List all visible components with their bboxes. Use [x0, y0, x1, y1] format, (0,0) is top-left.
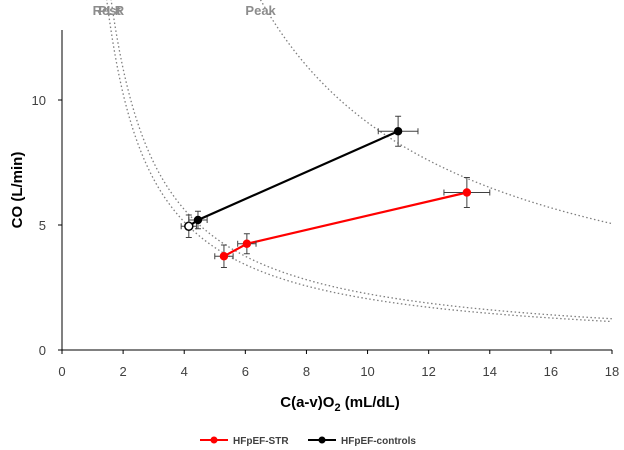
legend-swatch-marker — [210, 436, 218, 444]
isopleth-label: PLR — [98, 3, 125, 18]
data-point — [219, 252, 229, 261]
x-tick-label: 14 — [483, 364, 497, 379]
series-line — [188, 130, 399, 228]
y-tick-label: 0 — [39, 343, 46, 358]
x-tick-labels: 0 2 4 6 8 10 12 14 16 18 — [58, 350, 619, 379]
x-tick-label: 18 — [605, 364, 619, 379]
series-line — [223, 191, 468, 258]
legend-swatch-marker — [318, 436, 326, 444]
data-point — [184, 221, 194, 231]
x-axis-title: C(a-v)O2 (mL/dL) — [280, 394, 399, 414]
isopleth-label: Peak — [245, 3, 276, 18]
legend-label: HFpEF-STR — [233, 436, 289, 447]
legend-item-hfpef-str: HFpEF-STR — [200, 436, 289, 447]
x-tick-label: 10 — [360, 364, 374, 379]
data-point — [462, 188, 472, 197]
data-point — [242, 239, 252, 248]
y-tick-label: 5 — [39, 218, 46, 233]
x-tick-label: 2 — [119, 364, 126, 379]
series-hfpef-str — [214, 177, 491, 268]
y-axis-title: CO (L/min) — [9, 152, 26, 229]
isopleth-curves — [106, 0, 612, 323]
isopleth-curve — [259, 0, 612, 225]
x-tick-label: 4 — [181, 364, 188, 379]
isopleth-label: Rest — [93, 3, 122, 18]
x-tick-label: 16 — [544, 364, 558, 379]
isopleth-curve — [106, 0, 612, 323]
series — [180, 115, 491, 268]
y-tick-labels: 0 5 10 — [32, 93, 62, 358]
x-tick-label: 0 — [58, 364, 65, 379]
series-hfpef-controls — [180, 115, 419, 238]
legend-item-hfpef-controls: HFpEF-controls — [308, 436, 416, 447]
data-point — [193, 215, 203, 225]
data-point — [393, 127, 403, 136]
legend: HFpEF-STR HFpEF-controls — [200, 436, 416, 447]
y-tick-label: 10 — [32, 93, 46, 108]
x-tick-label: 12 — [421, 364, 435, 379]
isopleth-curve — [110, 0, 612, 320]
axes — [61, 30, 612, 351]
x-tick-label: 6 — [242, 364, 249, 379]
legend-label: HFpEF-controls — [341, 436, 416, 447]
x-tick-label: 8 — [303, 364, 310, 379]
